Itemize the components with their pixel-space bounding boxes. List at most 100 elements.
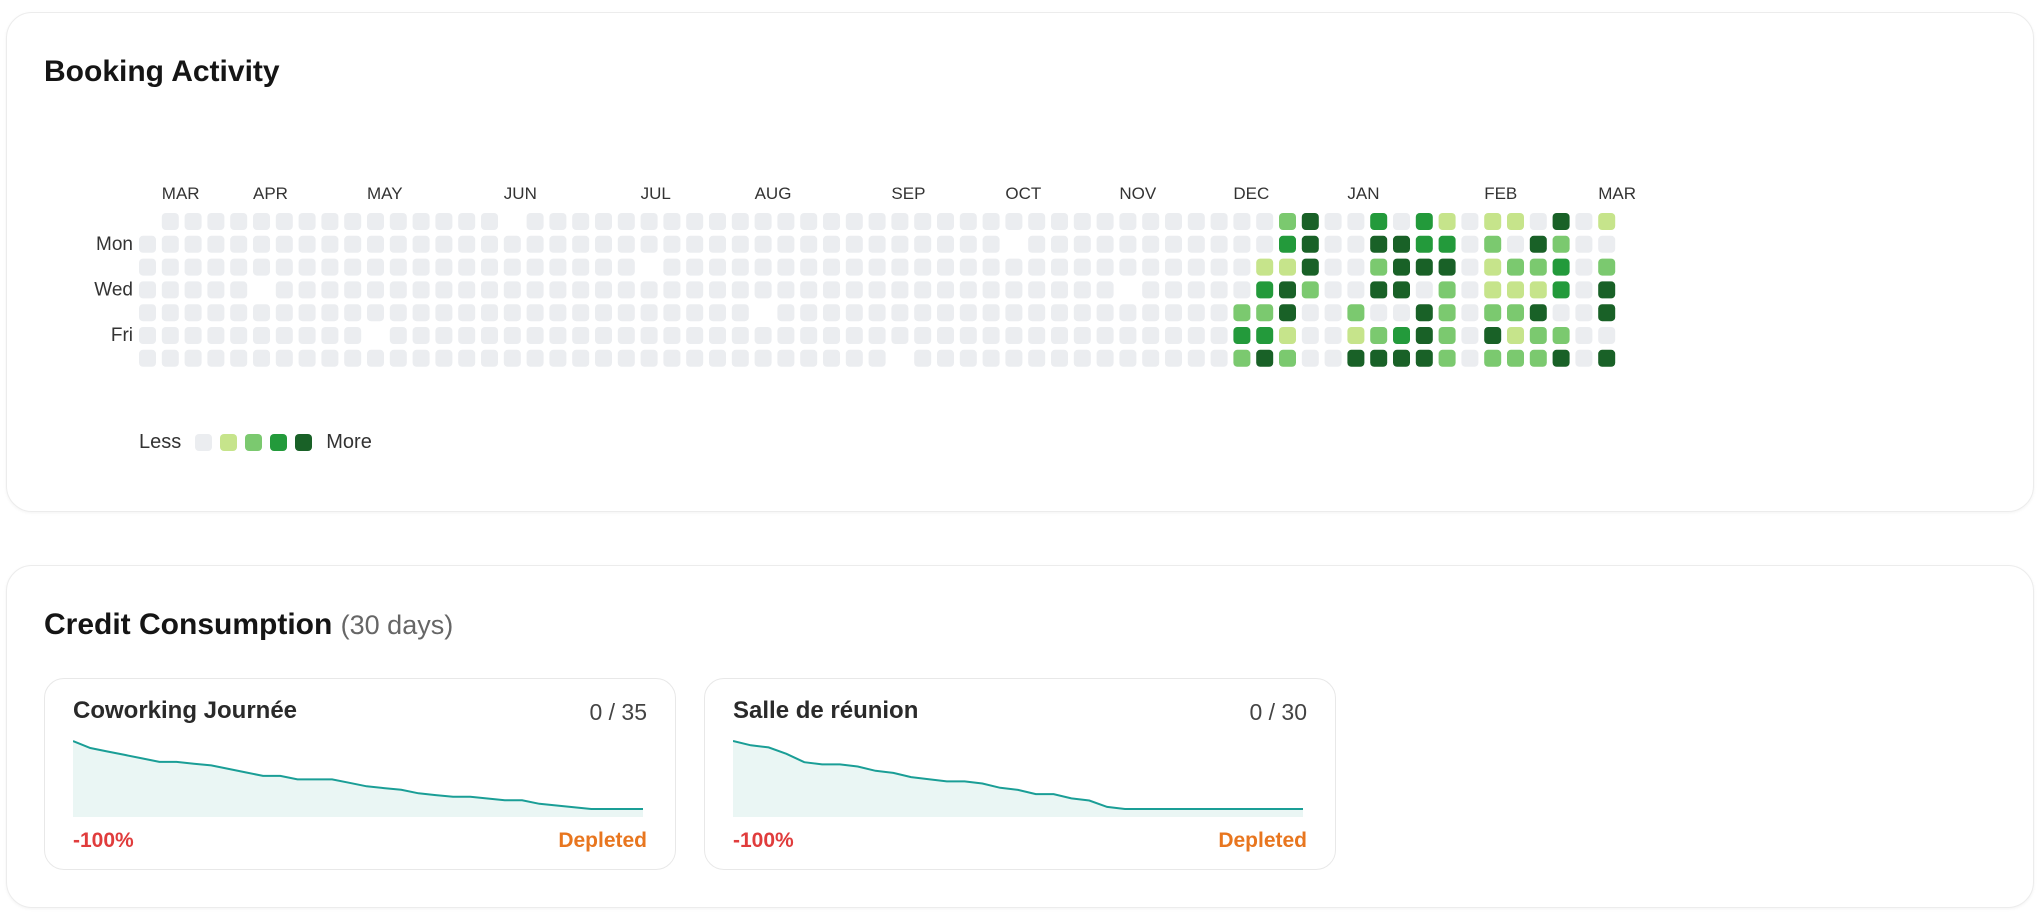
heatmap-cell[interactable] — [1005, 258, 1023, 276]
heatmap-cell[interactable] — [1096, 349, 1114, 367]
heatmap-cell[interactable] — [526, 258, 544, 276]
heatmap-cell[interactable] — [1529, 281, 1547, 299]
heatmap-cell[interactable] — [823, 349, 840, 367]
heatmap-cell[interactable] — [481, 281, 498, 299]
heatmap-cell[interactable] — [458, 258, 476, 276]
heatmap-cell[interactable] — [184, 235, 202, 253]
heatmap-cell[interactable] — [1484, 235, 1502, 253]
heatmap-cell[interactable] — [1256, 304, 1274, 322]
heatmap-cell[interactable] — [275, 327, 293, 344]
heatmap-cell[interactable] — [1484, 281, 1502, 299]
heatmap-cell[interactable] — [891, 235, 909, 253]
heatmap-cell[interactable] — [823, 235, 840, 253]
heatmap-cell[interactable] — [184, 213, 202, 230]
heatmap-cell[interactable] — [640, 327, 658, 344]
heatmap-cell[interactable] — [572, 349, 590, 367]
heatmap-cell[interactable] — [1324, 213, 1342, 230]
heatmap-cell[interactable] — [1187, 281, 1205, 299]
heatmap-cell[interactable] — [1507, 258, 1524, 276]
heatmap-cell[interactable] — [1552, 304, 1570, 322]
heatmap-cell[interactable] — [503, 304, 521, 322]
heatmap-cell[interactable] — [868, 235, 886, 253]
heatmap-cell[interactable] — [800, 213, 818, 230]
heatmap-cell[interactable] — [1370, 349, 1388, 367]
heatmap-cell[interactable] — [1233, 213, 1251, 230]
heatmap-cell[interactable] — [777, 258, 795, 276]
heatmap-cell[interactable] — [1096, 327, 1114, 344]
heatmap-cell[interactable] — [1461, 304, 1479, 322]
heatmap-cell[interactable] — [777, 327, 795, 344]
heatmap-cell[interactable] — [1051, 258, 1068, 276]
heatmap-cell[interactable] — [937, 304, 954, 322]
heatmap-cell[interactable] — [1028, 235, 1046, 253]
heatmap-cell[interactable] — [503, 281, 521, 299]
heatmap-cell[interactable] — [686, 213, 704, 230]
heatmap-cell[interactable] — [230, 235, 248, 253]
heatmap-cell[interactable] — [1438, 258, 1456, 276]
heatmap-cell[interactable] — [298, 327, 316, 344]
heatmap-cell[interactable] — [389, 258, 407, 276]
heatmap-cell[interactable] — [731, 213, 749, 230]
heatmap-cell[interactable] — [1552, 258, 1570, 276]
heatmap-cell[interactable] — [1301, 213, 1319, 230]
heatmap-cell[interactable] — [617, 235, 635, 253]
heatmap-cell[interactable] — [526, 281, 544, 299]
heatmap-cell[interactable] — [1233, 258, 1251, 276]
heatmap-cell[interactable] — [1370, 327, 1388, 344]
heatmap-cell[interactable] — [458, 349, 476, 367]
heatmap-cell[interactable] — [1575, 281, 1593, 299]
heatmap-cell[interactable] — [321, 281, 339, 299]
heatmap-cell[interactable] — [503, 327, 521, 344]
heatmap-cell[interactable] — [1165, 258, 1182, 276]
heatmap-cell[interactable] — [1347, 258, 1365, 276]
heatmap-cell[interactable] — [1142, 281, 1160, 299]
heatmap-cell[interactable] — [481, 327, 498, 344]
heatmap-cell[interactable] — [914, 349, 932, 367]
heatmap-cell[interactable] — [367, 281, 384, 299]
heatmap-cell[interactable] — [663, 304, 681, 322]
heatmap-cell[interactable] — [617, 304, 635, 322]
heatmap-cell[interactable] — [1324, 258, 1342, 276]
heatmap-cell[interactable] — [709, 304, 726, 322]
heatmap-cell[interactable] — [161, 281, 179, 299]
heatmap-cell[interactable] — [207, 235, 225, 253]
heatmap-cell[interactable] — [1415, 281, 1433, 299]
heatmap-cell[interactable] — [891, 258, 909, 276]
heatmap-cell[interactable] — [1005, 304, 1023, 322]
heatmap-cell[interactable] — [253, 349, 270, 367]
heatmap-cell[interactable] — [1051, 304, 1068, 322]
heatmap-cell[interactable] — [959, 349, 977, 367]
heatmap-cell[interactable] — [253, 304, 270, 322]
heatmap-cell[interactable] — [344, 235, 362, 253]
heatmap-cell[interactable] — [207, 304, 225, 322]
heatmap-cell[interactable] — [914, 281, 932, 299]
heatmap-cell[interactable] — [777, 304, 795, 322]
heatmap-cell[interactable] — [207, 327, 225, 344]
heatmap-cell[interactable] — [1256, 349, 1274, 367]
heatmap-cell[interactable] — [298, 258, 316, 276]
heatmap-cell[interactable] — [435, 213, 453, 230]
heatmap-cell[interactable] — [1552, 349, 1570, 367]
heatmap-cell[interactable] — [139, 304, 156, 322]
heatmap-cell[interactable] — [1438, 327, 1456, 344]
heatmap-cell[interactable] — [344, 213, 362, 230]
heatmap-cell[interactable] — [458, 304, 476, 322]
heatmap-cell[interactable] — [1256, 327, 1274, 344]
heatmap-cell[interactable] — [640, 235, 658, 253]
heatmap-cell[interactable] — [572, 213, 590, 230]
heatmap-cell[interactable] — [549, 213, 567, 230]
heatmap-cell[interactable] — [321, 213, 339, 230]
heatmap-cell[interactable] — [982, 281, 1000, 299]
heatmap-cell[interactable] — [572, 304, 590, 322]
heatmap-cell[interactable] — [1073, 235, 1091, 253]
heatmap-cell[interactable] — [275, 235, 293, 253]
heatmap-cell[interactable] — [1461, 213, 1479, 230]
heatmap-cell[interactable] — [435, 304, 453, 322]
heatmap-cell[interactable] — [937, 213, 954, 230]
heatmap-cell[interactable] — [663, 327, 681, 344]
heatmap-cell[interactable] — [1552, 281, 1570, 299]
heatmap-cell[interactable] — [1347, 349, 1365, 367]
heatmap-cell[interactable] — [1233, 235, 1251, 253]
heatmap-cell[interactable] — [367, 258, 384, 276]
heatmap-cell[interactable] — [1142, 304, 1160, 322]
